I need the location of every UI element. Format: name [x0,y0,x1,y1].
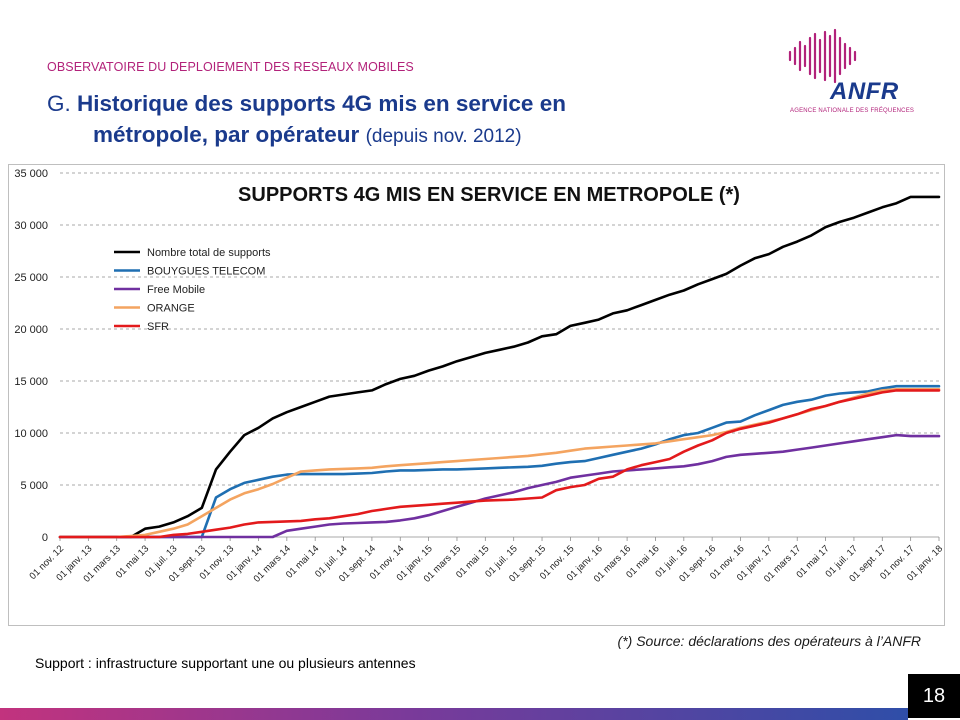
title-line2: métropole, par opérateur [93,122,360,147]
y-tick-label: 10 000 [14,428,48,440]
series-line-1 [58,384,941,539]
chart-series [58,195,941,539]
legend-label: Nombre total de supports [147,247,271,259]
y-tick-label: 30 000 [14,220,48,232]
chart-grid [60,172,939,538]
support-definition: Support : infrastructure supportant une … [35,655,416,671]
series-line-0 [58,195,941,539]
legend-label: BOUYGUES TELECOM [147,266,265,278]
y-tick-label: 15 000 [14,376,48,388]
legend-label: ORANGE [147,303,195,315]
y-tick-label: 25 000 [14,272,48,284]
logo-tagline: AGENCE NATIONALE DES FRÉQUENCES [790,108,915,114]
line-chart: 0 5 000 10 000 15 000 20 000 25 000 30 000 35 0… [14,168,945,585]
page-number: 18 [908,674,960,718]
series-line-4 [58,389,941,539]
anfr-logo-icon [788,28,857,84]
title-line1: Historique des supports 4G mis en servic… [77,91,566,116]
footer-gradient-bar [0,708,908,720]
logo-wordmark: ANFR [830,78,899,105]
title-subtitle: (depuis nov. 2012) [365,126,522,147]
chart-frame: 0 5 000 10 000 15 000 20 000 25 000 30 000 35 0… [8,164,945,626]
page-title: G. Historique des supports 4G mis en ser… [47,88,566,152]
y-tick-label: 35 000 [14,168,48,180]
chart-legend: Nombre total de supports BOUYGUES TELECOM… [114,247,271,333]
title-prefix: G. [47,91,71,116]
legend-label: SFR [147,321,169,333]
legend-label: Free Mobile [147,284,205,296]
y-tick-label: 20 000 [14,324,48,336]
y-axis: 0 5 000 10 000 15 000 20 000 25 000 30 000 35 0… [14,168,48,544]
chart-title: SUPPORTS 4G MIS EN SERVICE EN METROPOLE … [238,184,740,206]
report-kicker: OBSERVATOIRE DU DEPLOIEMENT DES RESEAUX … [47,60,414,74]
series-line-2 [58,433,941,539]
y-tick-label: 5 000 [20,480,48,492]
source-note: (*) Source: déclarations des opérateurs … [617,633,921,649]
y-tick-label: 0 [42,532,48,544]
